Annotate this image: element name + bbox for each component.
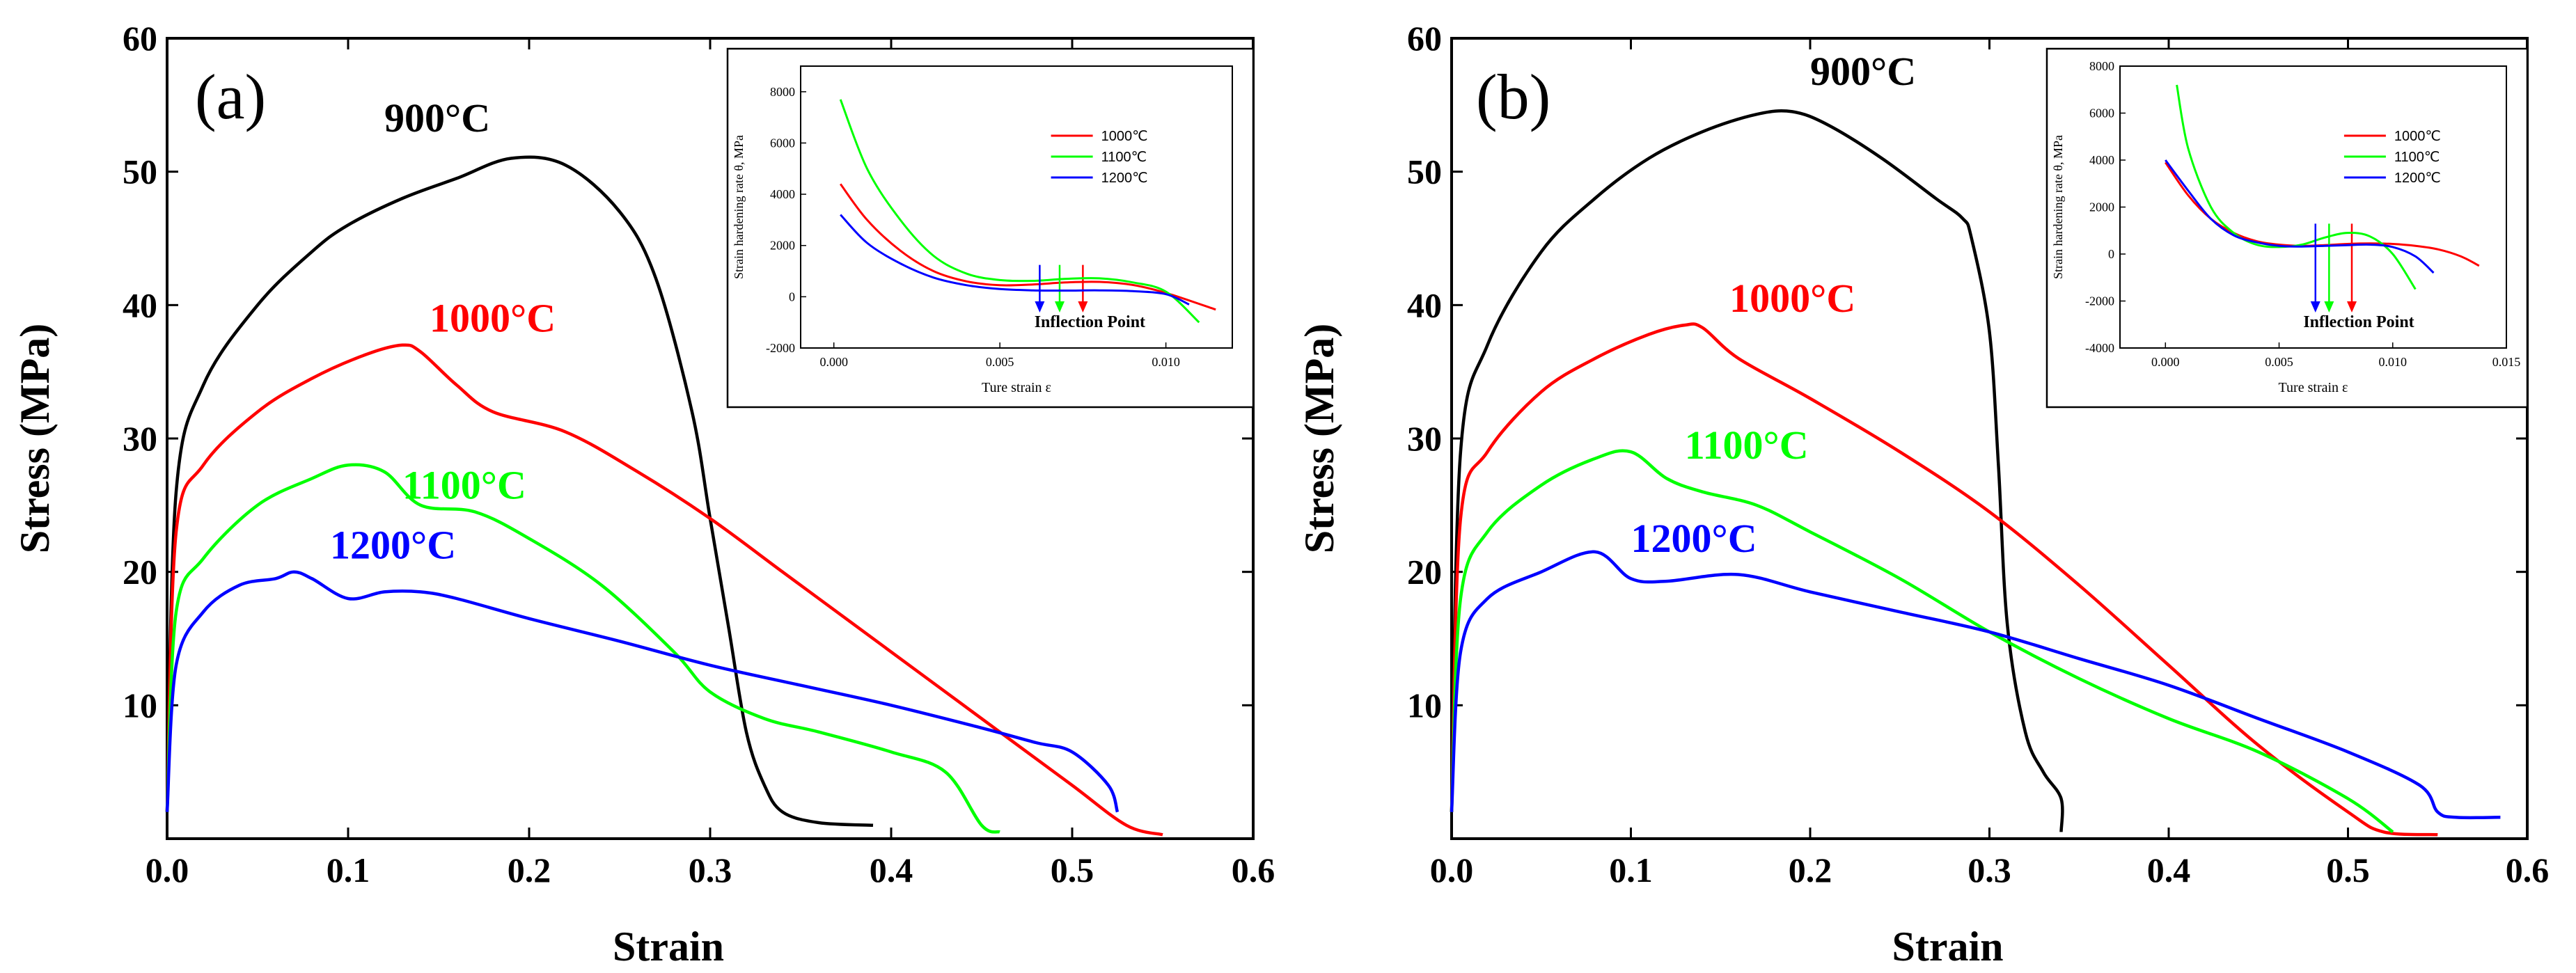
x-tick-label: 0.2 xyxy=(1789,851,1832,889)
x-tick-label: 0.1 xyxy=(1609,851,1653,889)
y-tick-label: 20 xyxy=(123,553,157,592)
inset-x-axis-label: Ture strain ε xyxy=(2279,380,2348,395)
inflection-arrow-head xyxy=(2324,301,2334,313)
series-line xyxy=(1450,449,2394,834)
inflection-arrow-head xyxy=(2347,301,2357,313)
inset-chart: 0.000 0.005 0.010 -2000 0 2000 4000 6000 8000 Tur… xyxy=(726,47,1255,409)
inset-x-tick-label: 0.005 xyxy=(986,355,1014,369)
x-tick-label: 0.2 xyxy=(508,851,551,889)
inset-y-tick-label: 0 xyxy=(789,290,795,303)
inflection-arrow-head xyxy=(1055,301,1065,313)
inset-x-axis-label: Ture strain ε xyxy=(982,380,1051,395)
inset-legend-label: 1000℃ xyxy=(1101,129,1148,144)
inflection-point-annotation: Inflection Point xyxy=(2303,313,2414,331)
series-label: 1100°C xyxy=(402,462,526,507)
inflection-arrow-head xyxy=(1035,301,1045,313)
inset-y-axis-label: Strain hardening rate θ, MPa xyxy=(732,135,746,279)
y-tick-label: 40 xyxy=(1407,285,1442,324)
series-line xyxy=(1450,322,2438,837)
y-tick-label: 60 xyxy=(123,19,157,58)
inset-series-line xyxy=(839,99,1200,324)
series-line xyxy=(1450,109,2064,832)
x-tick-label: 0.6 xyxy=(2506,851,2550,889)
inset-y-tick-label: 2000 xyxy=(770,239,795,253)
y-tick-label: 30 xyxy=(123,419,157,458)
panel-label: (b) xyxy=(1476,61,1550,132)
inset-y-tick-label: 4000 xyxy=(2089,153,2114,167)
x-tick-label: 0.3 xyxy=(689,851,732,889)
inset-y-tick-label: 0 xyxy=(2108,247,2114,261)
series-label: 1200°C xyxy=(1631,516,1757,561)
inset-legend-label: 1000℃ xyxy=(2394,129,2441,144)
inset-x-tick-label: 0.010 xyxy=(1152,355,1180,369)
inset-background xyxy=(726,47,1255,409)
inflection-point-annotation: Inflection Point xyxy=(1035,313,1145,331)
inset-series-line xyxy=(2165,159,2435,274)
inset-y-tick-label: 8000 xyxy=(770,85,795,99)
x-axis-label: Strain xyxy=(613,924,724,970)
series-line xyxy=(165,570,1120,813)
x-axis-label: Strain xyxy=(1892,924,2003,970)
y-tick-label: 10 xyxy=(123,686,157,725)
inset-y-tick-label: 8000 xyxy=(2089,59,2114,73)
x-tick-label: 0.3 xyxy=(1968,851,2011,889)
series-line xyxy=(1450,550,2501,820)
panel-a: 0.0 0.1 0.2 0.3 0.4 0.5 0.6 10 20 30 40 50 60 Strain S… xyxy=(12,19,1275,970)
inset-y-tick-label: -4000 xyxy=(2085,341,2114,355)
y-tick-label: 40 xyxy=(123,285,157,324)
inflection-arrow-head xyxy=(2310,301,2320,313)
x-tick-label: 0.4 xyxy=(2147,851,2191,889)
x-tick-label: 0.5 xyxy=(2326,851,2370,889)
inset-x-tick-label: 0.005 xyxy=(2265,355,2293,369)
y-axis-label: Stress (MPa) xyxy=(12,324,58,553)
inset-y-tick-label: -2000 xyxy=(766,341,795,355)
inset-y-tick-label: 6000 xyxy=(2089,106,2114,120)
series-line xyxy=(165,155,874,828)
y-tick-label: 10 xyxy=(1407,686,1442,725)
inset-y-tick-label: -2000 xyxy=(2085,294,2114,308)
inset-frame xyxy=(800,65,1233,349)
series-label: 1200°C xyxy=(330,523,456,568)
y-tick-label: 50 xyxy=(123,152,157,191)
inset-y-tick-label: 6000 xyxy=(770,136,795,150)
inset-x-tick-label: 0.000 xyxy=(819,355,848,369)
inset-legend-label: 1100℃ xyxy=(2394,150,2440,165)
inset-x-tick-label: 0.010 xyxy=(2379,355,2408,369)
x-tick-label: 0.0 xyxy=(1430,851,1474,889)
x-tick-label: 0.1 xyxy=(327,851,370,889)
series-label: 1000°C xyxy=(1729,276,1855,321)
y-tick-label: 60 xyxy=(1407,19,1442,58)
inflection-arrow-head xyxy=(1078,301,1088,313)
inset-legend-label: 1200℃ xyxy=(2394,171,2441,186)
x-tick-label: 0.6 xyxy=(1232,851,1275,889)
inset-x-tick-label: 0.015 xyxy=(2492,355,2521,369)
inset-series-line xyxy=(840,214,1190,306)
series-line xyxy=(165,463,1000,834)
inset-chart: 0.000 0.005 0.010 0.015 -4000 -2000 0 2000 4000 6… xyxy=(2045,47,2529,409)
y-tick-label: 30 xyxy=(1407,419,1442,458)
y-axis-label: Stress (MPa) xyxy=(1296,324,1342,553)
inset-y-tick-label: 4000 xyxy=(770,187,795,201)
x-tick-label: 0.0 xyxy=(146,851,189,889)
y-tick-label: 50 xyxy=(1407,152,1442,191)
x-tick-label: 0.5 xyxy=(1051,851,1094,889)
inset-legend-label: 1200℃ xyxy=(1101,171,1148,186)
panel-label: (a) xyxy=(195,61,266,132)
inset-y-tick-label: 2000 xyxy=(2089,200,2114,214)
series-line xyxy=(165,343,1163,837)
x-tick-label: 0.4 xyxy=(870,851,913,889)
series-label: 900°C xyxy=(384,95,490,141)
inset-background xyxy=(2045,47,2529,409)
inset-x-tick-label: 0.000 xyxy=(2151,355,2180,369)
y-tick-label: 20 xyxy=(1407,553,1442,592)
series-label: 1000°C xyxy=(430,296,556,341)
series-label: 900°C xyxy=(1810,49,1916,94)
panel-b: 0.0 0.1 0.2 0.3 0.4 0.5 0.6 10 20 30 40 50 60 Strain S… xyxy=(1296,19,2549,970)
inset-y-axis-label: Strain hardening rate θ, MPa xyxy=(2051,135,2065,279)
inset-legend-label: 1100℃ xyxy=(1101,150,1147,165)
inset-series-line xyxy=(839,183,1216,311)
series-label: 1100°C xyxy=(1685,422,1809,468)
